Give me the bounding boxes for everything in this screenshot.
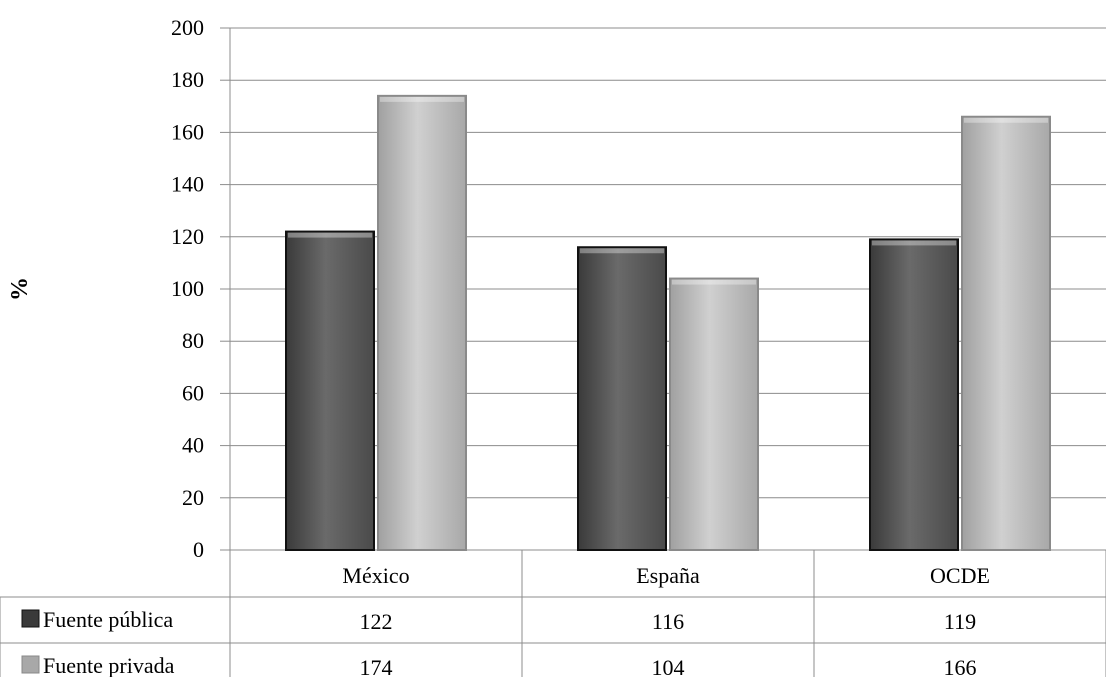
bar-fuente-privada-1 xyxy=(377,94,467,552)
table-cell: 119 xyxy=(944,609,976,634)
y-tick-label: 0 xyxy=(193,537,204,562)
y-tick-label: 200 xyxy=(171,15,204,40)
table-cell: 116 xyxy=(652,609,684,634)
x-category-label: España xyxy=(636,563,700,588)
y-tick-label: 120 xyxy=(171,224,204,249)
x-category-label: OCDE xyxy=(930,563,990,588)
legend-label: Fuente privada xyxy=(43,653,175,677)
y-tick-label: 20 xyxy=(182,485,204,510)
x-category-label: México xyxy=(342,563,409,588)
bars xyxy=(285,94,1051,552)
bar-top-highlight xyxy=(964,117,1048,123)
legend-swatch-fuente-publica xyxy=(21,609,40,628)
bar-top-highlight xyxy=(380,96,464,102)
y-tick-label: 100 xyxy=(171,276,204,301)
y-tick-label: 60 xyxy=(182,380,204,405)
y-axis-ticks: 0 20 40 60 80 100 120 140 160 180 200 xyxy=(171,15,204,562)
table-cell: 122 xyxy=(360,609,393,634)
y-axis-label: % xyxy=(7,277,33,301)
legend-label: Fuente pública xyxy=(43,607,173,632)
data-table: México España OCDE Fuente pública 122 116 119 F… xyxy=(0,550,1106,677)
table-cell: 174 xyxy=(360,655,393,677)
y-tick-label: 180 xyxy=(171,67,204,92)
table-cell: 104 xyxy=(652,655,685,677)
y-tick-label: 160 xyxy=(171,119,204,144)
bar-fuente-publica-2 xyxy=(577,246,667,552)
bar-top-highlight xyxy=(288,232,372,238)
bar-fuente-publica-1 xyxy=(285,230,375,552)
bar-top-highlight xyxy=(872,240,956,246)
bar-fuente-privada-3 xyxy=(961,115,1051,552)
bar-top-highlight xyxy=(672,279,756,285)
bar-top-highlight xyxy=(580,248,664,254)
bar-fuente-privada-2 xyxy=(669,277,759,551)
bar-fuente-publica-3 xyxy=(869,238,959,551)
table-cell: 166 xyxy=(944,655,977,677)
y-tick-label: 40 xyxy=(182,433,204,458)
y-tick-label: 140 xyxy=(171,172,204,197)
y-tick-label: 80 xyxy=(182,328,204,353)
legend-swatch-fuente-privada xyxy=(21,655,40,674)
